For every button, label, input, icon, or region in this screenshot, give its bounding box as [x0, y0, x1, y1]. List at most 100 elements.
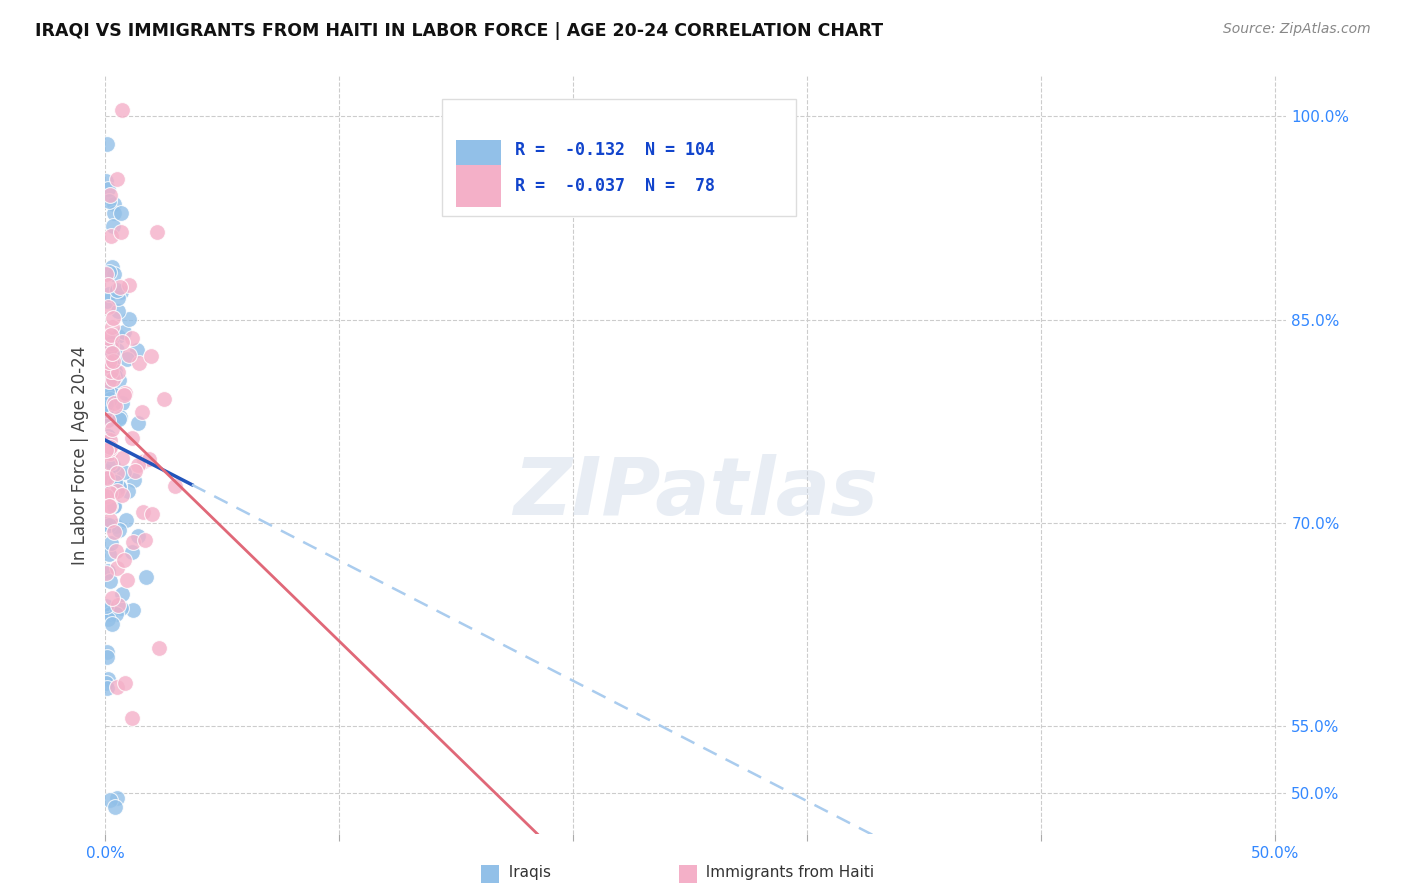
Point	[97, 287, 120, 301]
Point	[96, 517, 118, 532]
Point	[98, 187, 121, 202]
Point	[115, 513, 138, 527]
Point	[107, 291, 129, 305]
Point	[98, 334, 121, 349]
Point	[100, 335, 122, 350]
Point	[101, 616, 124, 631]
Point	[98, 513, 121, 527]
Point	[105, 483, 128, 498]
Point	[131, 405, 153, 419]
Point	[98, 574, 121, 589]
Point	[108, 412, 131, 426]
Point	[110, 225, 132, 239]
Point	[96, 433, 118, 447]
Point	[141, 507, 163, 521]
Point	[96, 564, 118, 578]
Point	[100, 485, 122, 500]
Point	[98, 392, 121, 406]
Text: R =  -0.037  N =  78: R = -0.037 N = 78	[515, 178, 716, 195]
Point	[94, 400, 117, 414]
Text: IRAQI VS IMMIGRANTS FROM HAITI IN LABOR FORCE | AGE 20-24 CORRELATION CHART: IRAQI VS IMMIGRANTS FROM HAITI IN LABOR …	[35, 22, 883, 40]
Point	[108, 373, 131, 387]
Point	[103, 364, 125, 378]
Point	[98, 793, 121, 807]
FancyBboxPatch shape	[456, 165, 501, 207]
Point	[100, 370, 122, 384]
Point	[104, 800, 127, 814]
Point	[122, 534, 145, 549]
Point	[101, 366, 124, 380]
Point	[101, 458, 124, 473]
Point	[94, 439, 117, 453]
Point	[94, 471, 117, 485]
Point	[101, 310, 124, 325]
Point	[124, 465, 146, 479]
Point	[94, 397, 117, 411]
Point	[97, 301, 120, 315]
Point	[108, 479, 131, 493]
Point	[117, 277, 139, 292]
Point	[101, 368, 124, 383]
Point	[114, 386, 136, 401]
Point	[108, 480, 131, 494]
Point	[97, 612, 120, 626]
Point	[94, 442, 117, 457]
Point	[105, 680, 128, 694]
Point	[94, 470, 117, 484]
Point	[94, 414, 117, 428]
Point	[127, 417, 149, 431]
Point	[100, 229, 122, 244]
Point	[97, 393, 120, 408]
Point	[97, 374, 120, 388]
FancyBboxPatch shape	[441, 98, 796, 216]
Point	[94, 489, 117, 503]
Point	[97, 277, 120, 292]
Point	[100, 363, 122, 377]
Point	[103, 396, 125, 410]
Point	[96, 384, 118, 399]
Point	[96, 471, 118, 485]
Point	[105, 561, 128, 575]
Point	[101, 362, 124, 376]
Y-axis label: In Labor Force | Age 20-24: In Labor Force | Age 20-24	[72, 345, 90, 565]
Point	[118, 348, 141, 362]
Point	[100, 379, 122, 393]
Point	[111, 488, 134, 502]
Point	[110, 600, 132, 615]
Point	[96, 346, 118, 360]
Point	[94, 464, 117, 478]
Point	[98, 457, 121, 471]
Point	[103, 354, 125, 368]
Point	[104, 519, 127, 533]
Point	[96, 431, 118, 445]
Point	[94, 599, 117, 613]
Point	[111, 450, 134, 465]
Point	[97, 518, 120, 533]
Point	[117, 484, 139, 499]
Text: ZIPatlas: ZIPatlas	[513, 454, 879, 532]
Point	[128, 356, 150, 370]
Point	[103, 500, 125, 514]
Point	[96, 676, 118, 690]
Point	[98, 440, 121, 454]
Point	[121, 431, 143, 445]
Point	[111, 396, 134, 410]
Point	[121, 711, 143, 725]
Point	[96, 409, 118, 424]
Point	[96, 440, 118, 454]
Point	[107, 172, 129, 186]
Point	[104, 475, 127, 490]
Point	[108, 280, 131, 294]
Point	[97, 603, 120, 617]
Point	[108, 523, 131, 537]
Point	[107, 365, 129, 379]
Point	[97, 355, 120, 369]
Point	[103, 267, 125, 281]
Point	[100, 327, 122, 342]
Point	[138, 452, 160, 467]
Point	[104, 368, 127, 383]
Point	[94, 174, 117, 188]
Point	[98, 446, 121, 460]
Text: R =  -0.132  N = 104: R = -0.132 N = 104	[515, 141, 716, 159]
Point	[101, 384, 124, 399]
